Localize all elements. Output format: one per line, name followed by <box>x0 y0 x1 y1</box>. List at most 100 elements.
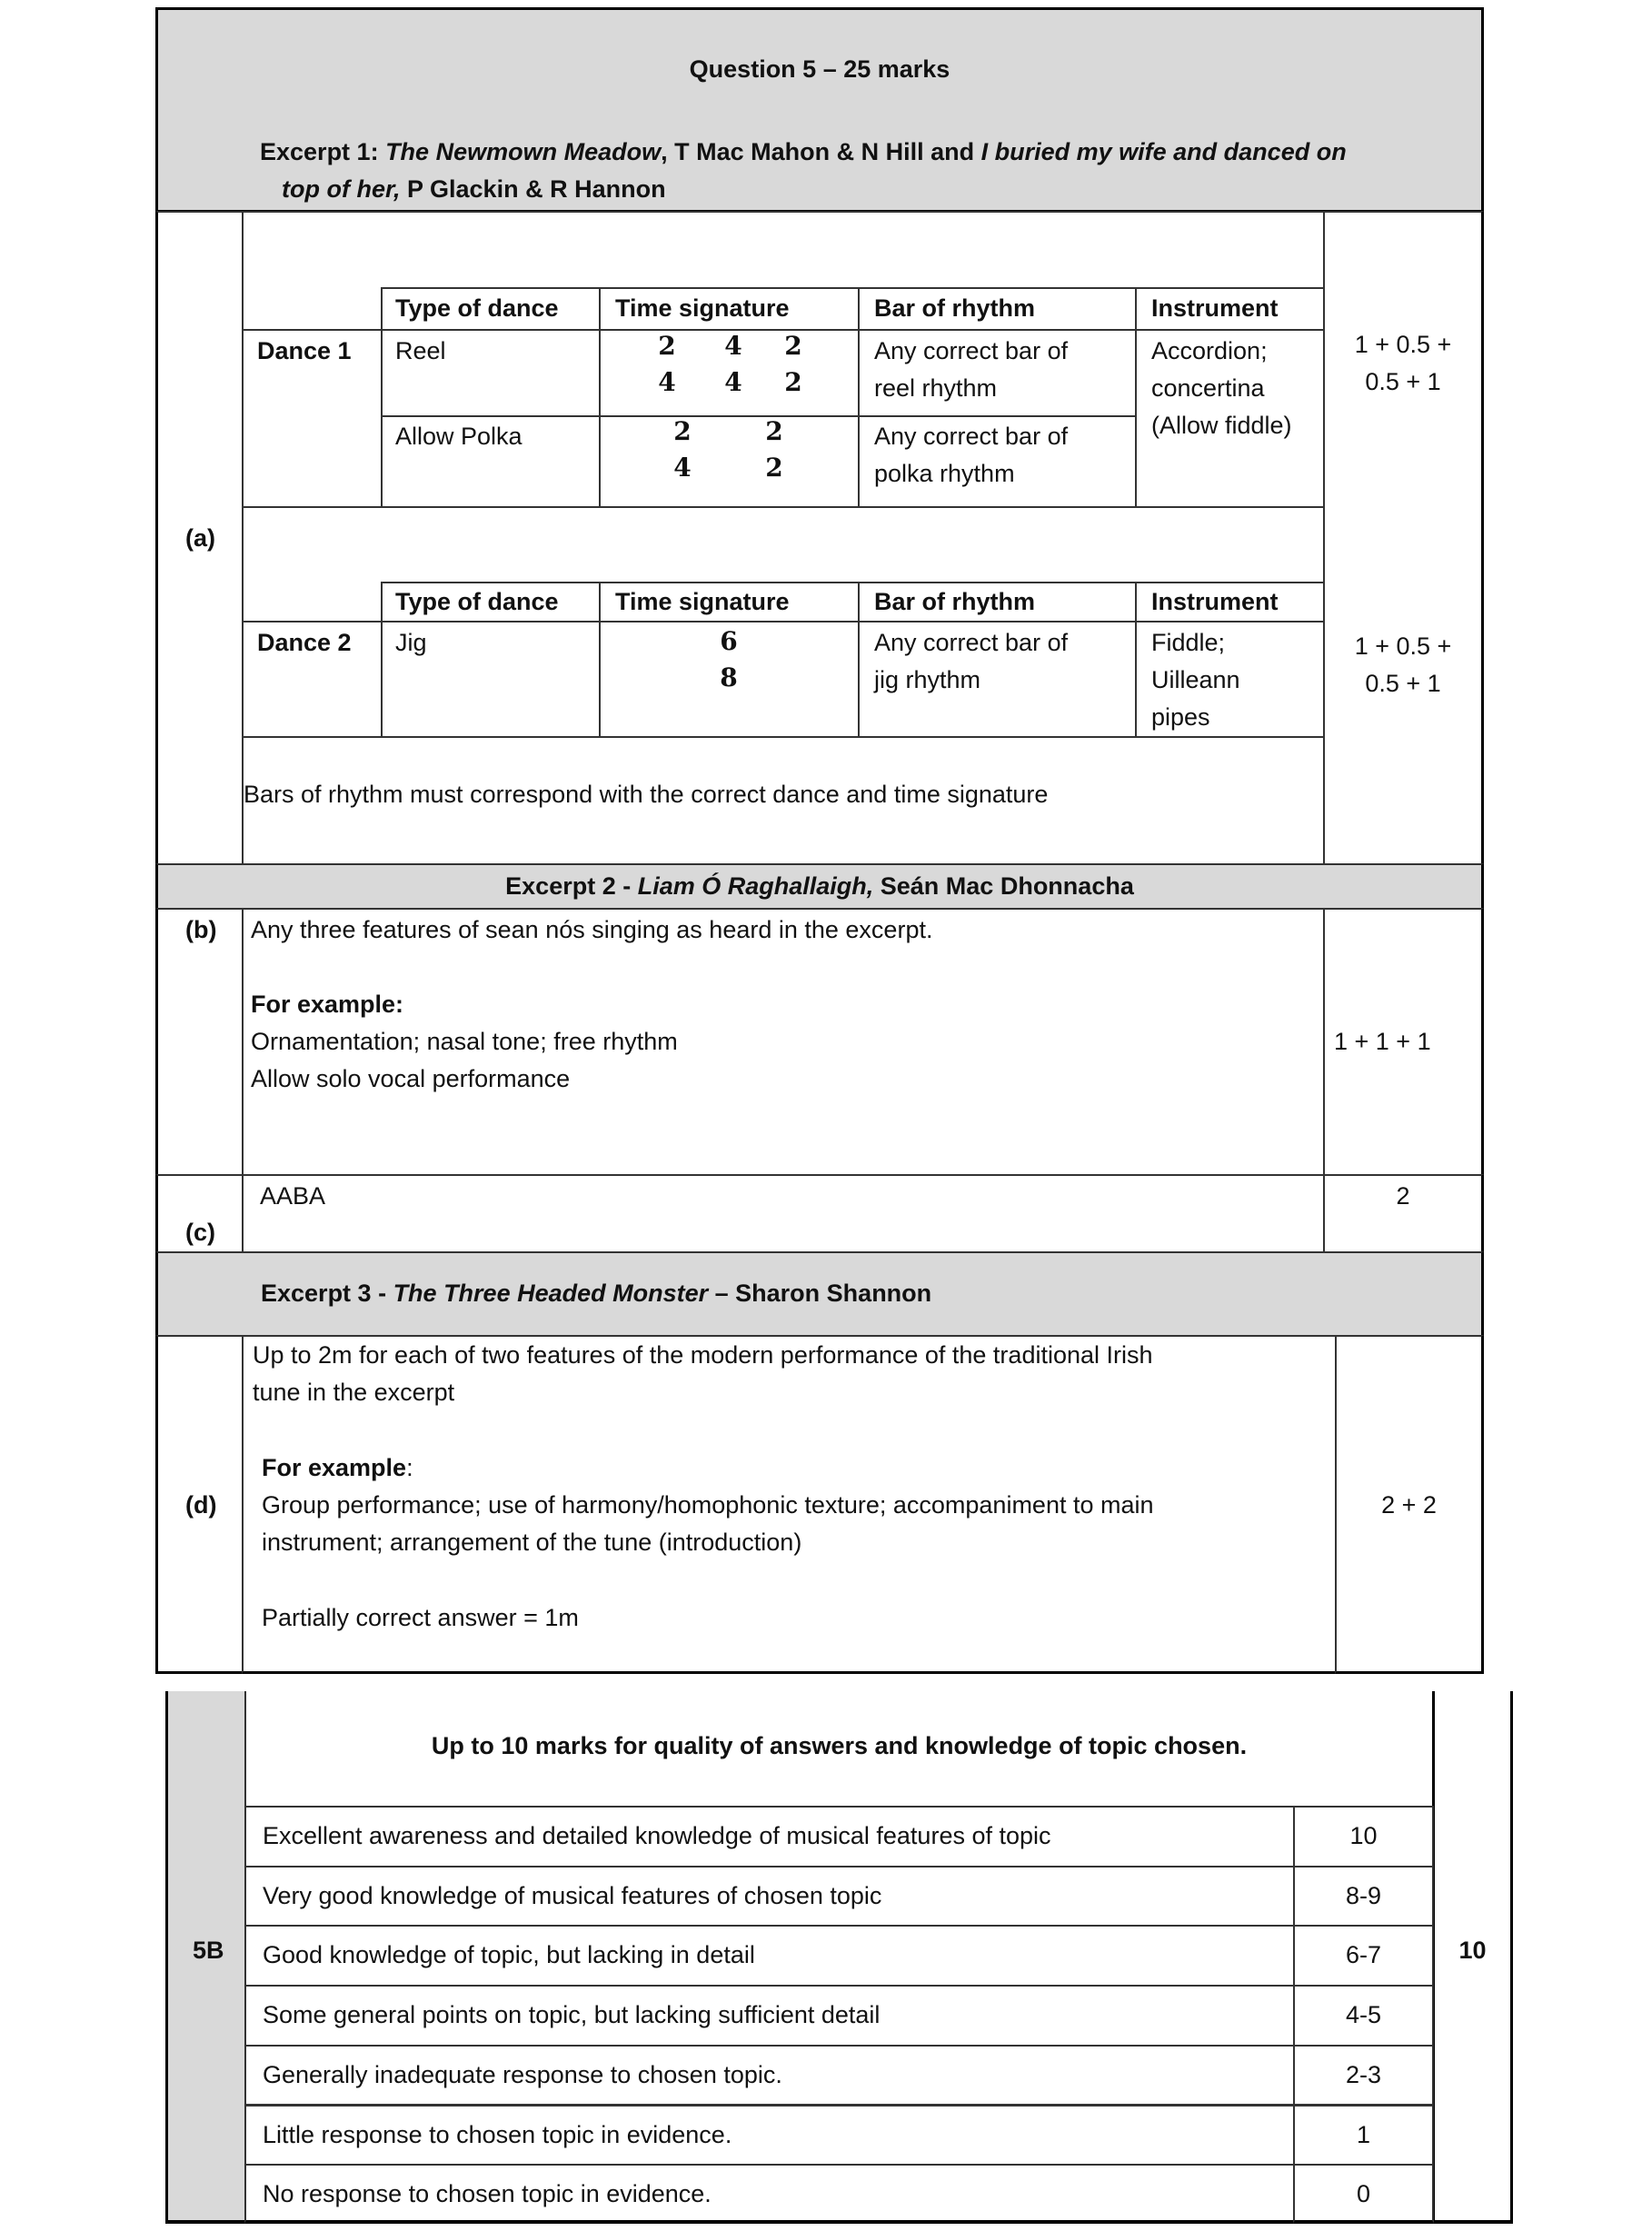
dance1-polka-time: 2 4 2 2 <box>599 415 860 508</box>
part-c-marks-cell: 2 <box>1323 1174 1484 1253</box>
criterion-text: Little response to chosen topic in evide… <box>263 2120 732 2148</box>
part-b-marks: 1 + 1 + 1 <box>1334 1028 1431 1055</box>
d1-header-instrument: Instrument <box>1135 287 1325 331</box>
header-time-signature: Time signature <box>615 294 790 322</box>
criterion-marks: 6-7 <box>1345 1941 1382 1969</box>
criterion-row: Very good knowledge of musical features … <box>244 1865 1295 1927</box>
part-d-label: (d) <box>185 1491 217 1519</box>
criterion-marks: 8-9 <box>1345 1881 1382 1909</box>
criterion-marks-cell: 6-7 <box>1293 1925 1434 1987</box>
criterion-text: No response to chosen topic in evidence. <box>263 2180 712 2208</box>
header-time-signature: Time signature <box>615 588 790 615</box>
instrument-line1: Accordion; <box>1151 337 1268 364</box>
part-b-line1: Any three features of sean nós singing a… <box>251 916 933 943</box>
part-c-answer: AABA <box>260 1182 326 1210</box>
part-c-marks: 2 <box>1396 1182 1410 1210</box>
jig-bar-line1: Any correct bar of <box>874 629 1069 656</box>
part-a-label-cell: (a) <box>155 211 244 865</box>
criterion-marks: 10 <box>1349 1822 1378 1849</box>
d2-header-time: Time signature <box>599 582 860 622</box>
criterion-row: Little response to chosen topic in evide… <box>244 2104 1295 2166</box>
part-b-marks-cell: 1 + 1 + 1 <box>1323 908 1484 1176</box>
part-b-label: (b) <box>185 916 217 943</box>
dance1-polka-type: Allow Polka <box>381 415 601 508</box>
dance2-time: 6 8 <box>599 621 860 738</box>
excerpt3-title: Excerpt 3 - The Three Headed Monster – S… <box>261 1275 931 1312</box>
part-d-example-colon: : <box>406 1454 413 1481</box>
ts-numerator: 6 <box>720 626 738 656</box>
part-d-line1: Up to 2m for each of two features of the… <box>253 1341 1153 1369</box>
instrument-line3: pipes <box>1151 703 1210 731</box>
criterion-row: Generally inadequate response to chosen … <box>244 2044 1295 2107</box>
ts-denominator: 4 <box>673 453 692 483</box>
header-type-of-dance: Type of dance <box>395 294 559 322</box>
part-a-label: (a) <box>185 524 215 552</box>
part-d-line2: tune in the excerpt <box>253 1379 455 1406</box>
part-d-answer-cell: Up to 2m for each of two features of the… <box>242 1335 1337 1674</box>
criterion-text: Good knowledge of topic, but lacking in … <box>263 1941 755 1969</box>
polka-bar-line1: Any correct bar of <box>874 423 1069 450</box>
question-title: Question 5 – 25 marks <box>689 55 950 83</box>
part-d-line5: Partially correct answer = 1m <box>262 1604 579 1631</box>
excerpt2-suffix: Seán Mac Dhonnacha <box>873 872 1134 900</box>
excerpt3-header-row: Excerpt 3 - The Three Headed Monster – S… <box>155 1251 1484 1337</box>
dance2-marks-line1: 1 + 0.5 + <box>1354 632 1452 660</box>
dance2-bar: Any correct bar of jig rhythm <box>858 621 1137 738</box>
excerpt2-prefix: Excerpt 2 - <box>505 872 638 900</box>
criterion-row: No response to chosen topic in evidence. <box>244 2164 1295 2224</box>
part-b-line3: Allow solo vocal performance <box>251 1065 571 1092</box>
criterion-marks: 0 <box>1356 2180 1371 2208</box>
criterion-marks: 1 <box>1356 2120 1371 2148</box>
instrument-line1: Fiddle; <box>1151 629 1226 656</box>
d2-header-bar: Bar of rhythm <box>858 582 1137 622</box>
section-5b-header-cell: Up to 10 marks for quality of answers an… <box>244 1691 1434 1808</box>
dance1-reel-bar: Any correct bar of reel rhythm <box>858 329 1137 417</box>
ts-numerator: 4 <box>724 331 742 361</box>
section-5b-header: Up to 10 marks for quality of answers an… <box>431 1732 1248 1759</box>
part-c-label-cell: (c) <box>155 1174 244 1253</box>
excerpt1-suffix: P Glackin & R Hannon <box>400 175 666 203</box>
excerpt2-song: Liam Ó Raghallaigh, <box>637 872 874 900</box>
section-5b-total: 10 <box>1458 1937 1487 1964</box>
part-b-line2: Ornamentation; nasal tone; free rhythm <box>251 1028 678 1055</box>
instrument-line3: (Allow fiddle) <box>1151 412 1292 439</box>
dance1-reel-type: Reel <box>381 329 601 417</box>
dance1-reel-time: 2 4 4 4 2 2 <box>599 329 860 417</box>
part-d-line3: Group performance; use of harmony/homoph… <box>262 1491 1154 1519</box>
ts-denominator: 2 <box>784 367 802 397</box>
excerpt1-line2: top of her, P Glackin & R Hannon <box>282 171 666 208</box>
criterion-marks: 2-3 <box>1345 2060 1382 2088</box>
jig-type: Jig <box>395 629 427 656</box>
criterion-marks-cell: 0 <box>1293 2164 1434 2224</box>
dance1-marks-line2: 0.5 + 1 <box>1365 368 1441 395</box>
jig-bar-line2: jig rhythm <box>874 666 981 693</box>
part-a-marks-cell: 1 + 0.5 + 0.5 + 1 1 + 0.5 + 0.5 + 1 <box>1323 211 1484 865</box>
criterion-row: Good knowledge of topic, but lacking in … <box>244 1925 1295 1987</box>
d1-header-bar: Bar of rhythm <box>858 287 1137 331</box>
d1-header-type: Type of dance <box>381 287 601 331</box>
dance2-marks-line2: 0.5 + 1 <box>1365 670 1441 697</box>
part-d-marks: 2 + 2 <box>1381 1491 1437 1519</box>
excerpt2-title: Excerpt 2 - Liam Ó Raghallaigh, Seán Mac… <box>158 868 1481 905</box>
excerpt1-header-row: Excerpt 1: The Newmown Meadow, T Mac Mah… <box>155 100 1484 213</box>
excerpt3-song: The Three Headed Monster <box>393 1280 709 1307</box>
criterion-row: Excellent awareness and detailed knowled… <box>244 1806 1295 1867</box>
criterion-marks-cell: 1 <box>1293 2104 1434 2166</box>
dance1-polka-bar: Any correct bar of polka rhythm <box>858 415 1137 508</box>
ts-denominator: 2 <box>765 453 783 483</box>
criterion-text: Excellent awareness and detailed knowled… <box>263 1822 1051 1849</box>
excerpt3-prefix: Excerpt 3 - <box>261 1280 393 1307</box>
dance2-label: Dance 2 <box>257 629 352 656</box>
polka-type: Allow Polka <box>395 423 522 450</box>
reel-bar-line1: Any correct bar of <box>874 337 1069 364</box>
question-header-row: Question 5 – 25 marks <box>155 7 1484 103</box>
ts-numerator: 2 <box>784 331 802 361</box>
excerpt2-header-row: Excerpt 2 - Liam Ó Raghallaigh, Seán Mac… <box>155 863 1484 910</box>
criterion-row: Some general points on topic, but lackin… <box>244 1985 1295 2047</box>
ts-denominator: 8 <box>720 662 738 692</box>
ts-numerator: 2 <box>658 331 676 361</box>
dance2-instrument: Fiddle; Uilleann pipes <box>1135 621 1325 738</box>
part-d-example: For example: <box>262 1449 413 1487</box>
criterion-text: Generally inadequate response to chosen … <box>263 2060 782 2088</box>
part-a-note: Bars of rhythm must correspond with the … <box>244 781 1049 808</box>
